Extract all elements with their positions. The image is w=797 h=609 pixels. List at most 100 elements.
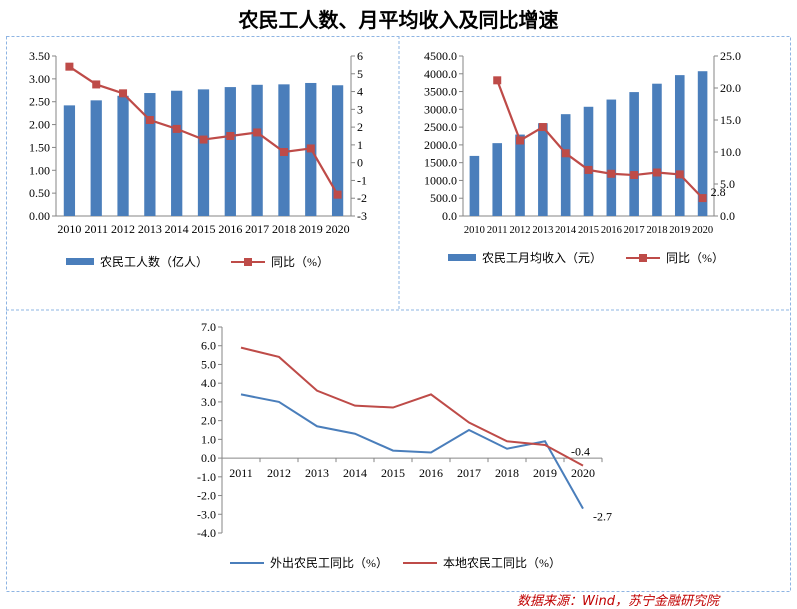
growth-marker bbox=[306, 144, 315, 153]
growth-marker bbox=[92, 80, 101, 89]
y-tick-label: -4.0 bbox=[197, 526, 216, 540]
x-tick-label: 2020 bbox=[326, 222, 350, 236]
y-tick-label-right: -1 bbox=[357, 173, 367, 187]
growth-marker bbox=[538, 123, 547, 132]
x-tick-label: 2019 bbox=[533, 466, 557, 480]
growth-marker bbox=[253, 128, 262, 137]
local-line bbox=[240, 346, 584, 467]
legend-swatch-marker bbox=[639, 254, 647, 262]
y-tick-label-left: 4000.0 bbox=[424, 67, 457, 81]
growth-marker bbox=[698, 194, 707, 203]
bar bbox=[652, 83, 662, 216]
y-tick-label: 7.0 bbox=[201, 320, 216, 334]
x-tick-label: 2012 bbox=[510, 225, 531, 236]
x-tick-label: 2011 bbox=[487, 225, 508, 236]
x-tick-label: 2017 bbox=[624, 225, 645, 236]
bar bbox=[674, 75, 685, 216]
y-tick-label: 6.0 bbox=[201, 339, 216, 353]
x-tick-label: 2012 bbox=[111, 222, 135, 236]
chart-frame: 0.00 0.50 1.00 1.50 2.00 2.50 3.00 3.50 -3 -2 -1 0 1… bbox=[6, 36, 791, 592]
x-tick-label: 2015 bbox=[192, 222, 216, 236]
y-tick-label: 1.0 bbox=[201, 432, 216, 446]
growth-marker bbox=[630, 171, 639, 180]
growth-marker bbox=[279, 148, 288, 156]
x-tick-label: 2011 bbox=[229, 466, 253, 480]
growth-marker bbox=[65, 62, 74, 71]
y-tick-label-left: 3000.0 bbox=[424, 102, 457, 116]
y-tick-label-right: 4 bbox=[357, 85, 363, 99]
y-tick-label-right: 5.0 bbox=[720, 177, 735, 191]
x-tick-label: 2016 bbox=[419, 466, 443, 480]
legend-label-bar: 农民工月均收入（元） bbox=[482, 251, 602, 265]
data-label: -0.4 bbox=[571, 445, 590, 459]
y-tick-label-right: 1 bbox=[357, 138, 363, 152]
legend-swatch-marker bbox=[244, 258, 252, 266]
y-tick-label-right: 3 bbox=[357, 102, 363, 116]
x-tick-label: 2010 bbox=[464, 225, 485, 236]
growth-line bbox=[496, 79, 704, 199]
y-tick-label-left: 1000.0 bbox=[424, 173, 457, 187]
y-tick-label-left: 0.50 bbox=[29, 186, 50, 200]
y-tick-label-left: 500.0 bbox=[430, 191, 457, 205]
y-tick-label-left: 2.50 bbox=[29, 95, 50, 109]
growth-marker bbox=[675, 170, 684, 179]
chart-migrant-local: -4.0 -3.0 -2.0 -1.0 0.0 1.0 2.0 3.0 4.0 5.0 6.0 7.0… bbox=[197, 320, 612, 570]
growth-marker bbox=[172, 124, 181, 133]
y-tick-label-right: -2 bbox=[357, 191, 367, 205]
legend-swatch-bar bbox=[66, 258, 94, 265]
chart-workers: 0.00 0.50 1.00 1.50 2.00 2.50 3.00 3.50 -3 -2 -1 0 1… bbox=[29, 49, 367, 269]
y-tick-label-left: 3.00 bbox=[29, 72, 50, 86]
x-tick-label: 2017 bbox=[457, 466, 481, 480]
chart-income: 0.0 500.0 1000.0 1500.0 2000.0 2500.0 3000.0 35… bbox=[424, 49, 741, 265]
bar bbox=[171, 90, 183, 216]
growth-marker bbox=[119, 89, 128, 98]
page-title: 农民工人数、月平均收入及同比增速 bbox=[238, 8, 559, 32]
y-tick-label: 2.0 bbox=[201, 414, 216, 428]
y-tick-label: 0.0 bbox=[201, 451, 216, 465]
migrant-line bbox=[240, 393, 584, 510]
x-tick-label: 2014 bbox=[343, 466, 367, 480]
y-tick-label-left: 1500.0 bbox=[424, 156, 457, 170]
y-tick-label-right: 20.0 bbox=[720, 81, 741, 95]
bar bbox=[197, 89, 210, 216]
x-tick-label: 2020 bbox=[571, 466, 595, 480]
x-tick-label: 2014 bbox=[555, 225, 577, 236]
y-tick-label: 3.0 bbox=[201, 395, 216, 409]
y-tick-label-left: 4500.0 bbox=[424, 49, 457, 63]
bar bbox=[144, 93, 156, 216]
y-tick-label-left: 3500.0 bbox=[424, 85, 457, 99]
bar bbox=[492, 143, 503, 216]
y-tick-label-left: 0.00 bbox=[29, 209, 50, 223]
x-tick-label: 2020 bbox=[692, 225, 713, 236]
y-tick-label-left: 0.0 bbox=[442, 209, 457, 223]
bar bbox=[117, 95, 129, 216]
x-tick-label: 2012 bbox=[267, 466, 291, 480]
y-tick-label-right: 25.0 bbox=[720, 49, 741, 63]
legend-label: 外出农民工同比（%） bbox=[270, 556, 388, 570]
bar bbox=[606, 99, 617, 216]
x-tick-label: 2013 bbox=[138, 222, 162, 236]
y-tick-label-right: 10.0 bbox=[720, 145, 741, 159]
y-tick-label-left: 3.50 bbox=[29, 49, 50, 63]
growth-marker bbox=[145, 116, 154, 124]
x-tick-label: 2014 bbox=[165, 222, 189, 236]
bar bbox=[697, 71, 708, 216]
x-tick-label: 2016 bbox=[218, 222, 242, 236]
x-tick-label: 2019 bbox=[299, 222, 323, 236]
y-tick-label-right: 2 bbox=[357, 120, 363, 134]
y-tick-label-right: 0.0 bbox=[720, 209, 735, 223]
y-tick-label-right: -3 bbox=[357, 209, 367, 223]
bar bbox=[583, 106, 594, 216]
bar bbox=[63, 105, 76, 216]
y-tick-label-right: 5 bbox=[357, 67, 363, 81]
growth-marker bbox=[199, 135, 208, 144]
x-tick-label: 2010 bbox=[57, 222, 81, 236]
x-tick-label: 2018 bbox=[495, 466, 519, 480]
bar bbox=[331, 85, 344, 216]
y-tick-label: 4.0 bbox=[201, 376, 216, 390]
source-note: 数据来源：Wind，苏宁金融研究院 bbox=[517, 594, 719, 609]
y-tick-label: -3.0 bbox=[197, 507, 216, 521]
data-label: -2.7 bbox=[593, 510, 612, 524]
x-tick-label: 2018 bbox=[272, 222, 296, 236]
bar bbox=[538, 123, 548, 216]
